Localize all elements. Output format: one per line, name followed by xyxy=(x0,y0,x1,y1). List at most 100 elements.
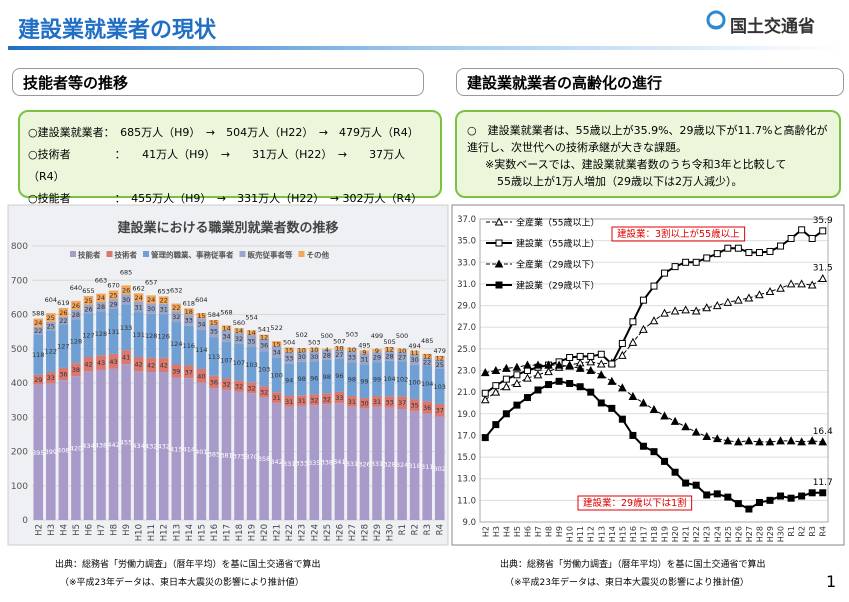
segment-label: 32 xyxy=(235,335,243,343)
marker xyxy=(512,378,522,387)
bar-segment xyxy=(309,347,320,352)
bar-segment xyxy=(209,325,219,338)
bar-segment xyxy=(46,372,56,384)
x-tick-label: H8 xyxy=(545,526,554,537)
legend-label: 技術者 xyxy=(115,250,138,260)
x-tick-label: H18 xyxy=(650,526,659,542)
marker xyxy=(681,305,690,314)
total-label: 554 xyxy=(245,313,257,321)
summary-line: ○技能者 ： 455万人（H9） → 331万人（H22） → 302万人（R4… xyxy=(28,192,423,205)
marker xyxy=(608,404,616,412)
bar-segment xyxy=(46,313,56,322)
marker xyxy=(745,505,753,513)
total-label: 662 xyxy=(132,284,144,292)
bar-segment xyxy=(347,347,357,352)
segment-label: 370 xyxy=(245,453,257,461)
marker xyxy=(776,436,785,445)
segment-label: 311 xyxy=(421,463,433,471)
marker xyxy=(502,410,510,418)
bar-segment xyxy=(184,314,194,326)
total-label: 584 xyxy=(208,311,220,319)
marker xyxy=(618,415,626,423)
segment-label: 15 xyxy=(272,340,280,348)
segment-label: 414 xyxy=(183,446,195,454)
marker xyxy=(682,258,690,266)
x-tick-label: H23 xyxy=(703,526,712,542)
segment-label: 32 xyxy=(323,395,331,403)
marker xyxy=(607,376,617,385)
segment-label: 338 xyxy=(321,459,333,467)
marker xyxy=(639,324,648,333)
segment-label: 30 xyxy=(147,305,155,313)
total-label: 494 xyxy=(408,342,420,350)
bar-segment xyxy=(347,351,357,363)
segment-label: 100 xyxy=(270,372,282,380)
marker xyxy=(691,306,701,315)
bar-segment xyxy=(209,375,219,389)
bar-segment xyxy=(196,368,207,383)
plot-frame xyxy=(479,218,829,523)
logo-text: 国土交通省 xyxy=(730,17,815,37)
legend-label: 管理的職業、事務従事者 xyxy=(151,250,234,260)
x-tick-label: H6 xyxy=(84,524,94,536)
segment-label: 10 xyxy=(298,346,306,354)
segment-label: 455 xyxy=(120,439,132,447)
bar-segment xyxy=(246,335,257,348)
y-tick-label: 200 xyxy=(11,448,28,458)
segment-label: 31 xyxy=(373,398,381,406)
marker xyxy=(681,422,690,431)
bar-segment xyxy=(434,403,445,417)
y-tick-label: 9.0 xyxy=(462,518,476,528)
segment-label: 33 xyxy=(47,374,55,382)
chart-panel xyxy=(451,204,845,546)
bar-segment xyxy=(83,304,94,314)
bar-segment xyxy=(234,328,244,333)
marker xyxy=(808,234,816,242)
marker xyxy=(502,375,510,383)
segment-label: 333 xyxy=(296,459,308,467)
marker xyxy=(513,371,521,379)
x-tick-label: H16 xyxy=(210,524,220,541)
marker xyxy=(586,357,596,366)
legend-label: 技能者 xyxy=(78,250,101,260)
segment-label: 36 xyxy=(59,371,67,379)
bar-segment xyxy=(259,397,269,520)
segment-label: 113 xyxy=(208,353,220,361)
marker xyxy=(702,431,712,441)
marker xyxy=(745,249,753,257)
bar-segment xyxy=(221,341,232,379)
segment-label: 31 xyxy=(134,303,142,311)
segment-label: 32 xyxy=(172,313,180,321)
bar-segment xyxy=(259,386,269,398)
segment-label: 96 xyxy=(310,374,318,382)
bar-segment xyxy=(71,309,81,320)
legend-marker xyxy=(495,281,503,289)
segment-label: 107 xyxy=(233,359,245,367)
slide-title: 建設業就業者の現状 xyxy=(18,18,217,43)
marker xyxy=(755,499,763,507)
y-tick-label: 0 xyxy=(22,516,28,526)
legend-marker xyxy=(494,259,504,268)
segment-label: 15 xyxy=(285,346,293,354)
segment-label: 22 xyxy=(172,304,180,312)
bar-segment xyxy=(58,316,69,325)
bar-segment xyxy=(146,357,156,373)
x-tick-label: H11 xyxy=(147,524,157,541)
segment-label: 10 xyxy=(335,345,343,353)
segment-label: 30 xyxy=(298,353,306,361)
marker xyxy=(713,490,721,498)
bar-segment xyxy=(422,365,432,402)
bar-segment xyxy=(309,394,320,406)
segment-label: 30 xyxy=(122,296,130,304)
x-tick-label: H8 xyxy=(110,524,120,536)
total-label: 618 xyxy=(183,299,195,307)
bar-segment xyxy=(209,319,219,326)
bar-segment xyxy=(121,294,131,305)
annotation-box xyxy=(577,495,693,511)
bar-segment xyxy=(184,325,194,366)
y-tick-label: 33.0 xyxy=(457,258,476,268)
bar-segment xyxy=(422,401,432,414)
bar-segment xyxy=(196,329,207,369)
segment-label: 30 xyxy=(310,353,318,361)
segment-label: 25 xyxy=(47,314,55,322)
